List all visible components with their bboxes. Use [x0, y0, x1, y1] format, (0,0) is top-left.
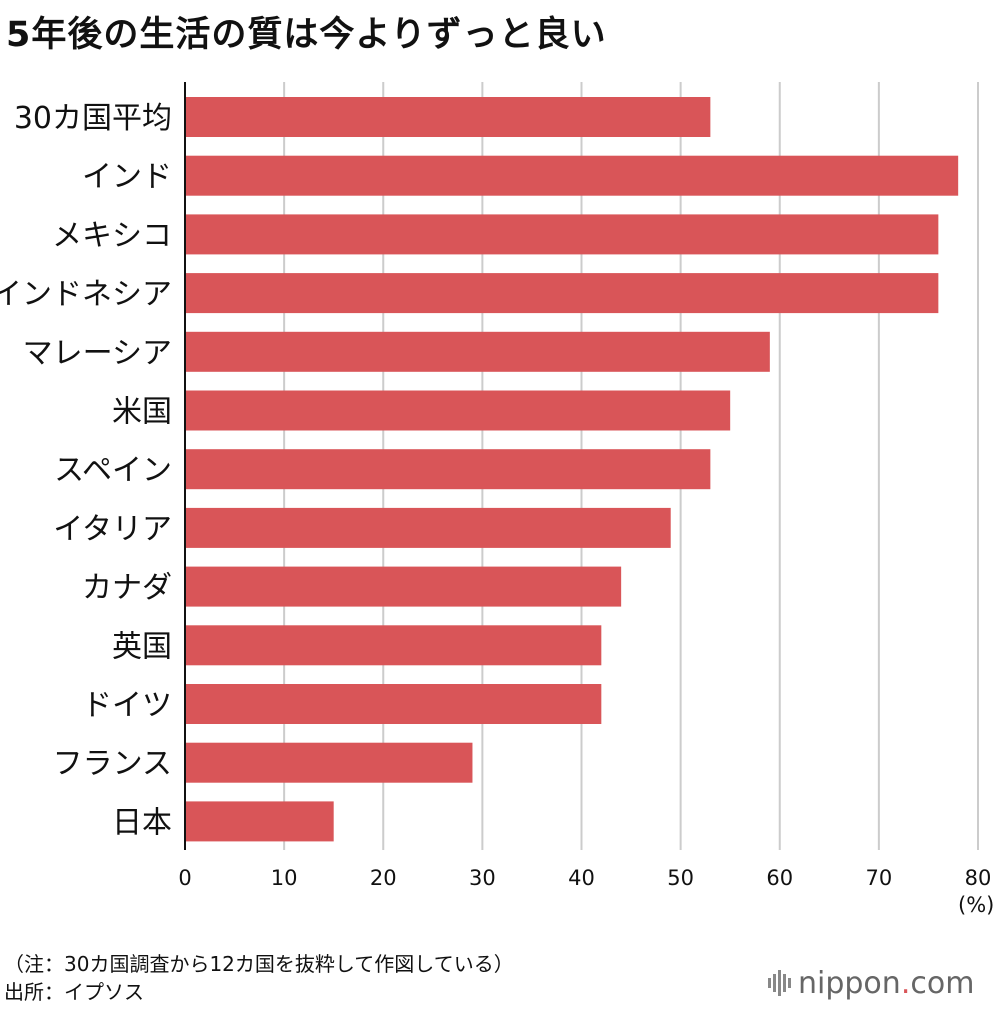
bar [185, 625, 602, 666]
category-label: メキシコ [52, 218, 172, 253]
x-tick-label: 40 [568, 866, 595, 890]
category-label: インドネシア [0, 277, 172, 312]
bar [185, 155, 959, 196]
bar [185, 390, 731, 431]
bar [185, 566, 622, 607]
x-axis-unit: (%) [958, 893, 995, 917]
x-tick-label: 30 [469, 866, 496, 890]
category-label: 30カ国平均 [14, 101, 172, 136]
category-label: カナダ [82, 571, 172, 606]
bar [185, 331, 770, 372]
category-label: フランス [53, 747, 172, 782]
bar [185, 273, 939, 314]
nippon-logo: nippon. com [768, 965, 975, 1001]
bar [185, 449, 711, 490]
category-label: ドイツ [82, 688, 172, 723]
bar [185, 801, 334, 842]
bar [185, 507, 671, 548]
x-tick-label: 20 [370, 866, 397, 890]
x-tick-label: 50 [667, 866, 694, 890]
source-note: 出所：イプソス [4, 980, 144, 1004]
category-label: イタリア [53, 512, 172, 547]
logo-suffix: com [910, 965, 975, 1001]
x-tick-label: 60 [766, 866, 793, 890]
x-tick-label: 0 [178, 866, 191, 890]
logo-bars-icon [768, 970, 791, 996]
bar [185, 97, 711, 137]
category-label: スペイン [54, 453, 172, 488]
bar [185, 214, 939, 255]
x-tick-labels: 0 10 20 30 40 50 60 70 80 [178, 866, 991, 890]
chart-title: 5年後の生活の質は今よりずっと良い [6, 15, 607, 55]
category-label: インド [82, 160, 172, 195]
category-label: 英国 [112, 629, 172, 664]
category-labels: 30カ国平均インドメキシコインドネシアマレーシア米国スペインイタリアカナダ英国ド… [0, 101, 172, 840]
x-tick-label: 70 [866, 866, 893, 890]
bars [185, 97, 959, 842]
x-tick-label: 80 [965, 866, 992, 890]
logo-dot: . [900, 965, 911, 1001]
category-label: マレーシア [23, 336, 172, 371]
footnote: （注：30カ国調査から12カ国を抜粋して作図している） [4, 952, 514, 976]
category-label: 日本 [112, 805, 172, 840]
bar [185, 684, 602, 724]
x-tick-label: 10 [271, 866, 298, 890]
logo-name: nippon [798, 965, 901, 1001]
bar [185, 742, 473, 783]
category-label: 米国 [112, 395, 172, 430]
bar-chart: 30カ国平均インドメキシコインドネシアマレーシア米国スペインイタリアカナダ英国ド… [0, 82, 991, 890]
